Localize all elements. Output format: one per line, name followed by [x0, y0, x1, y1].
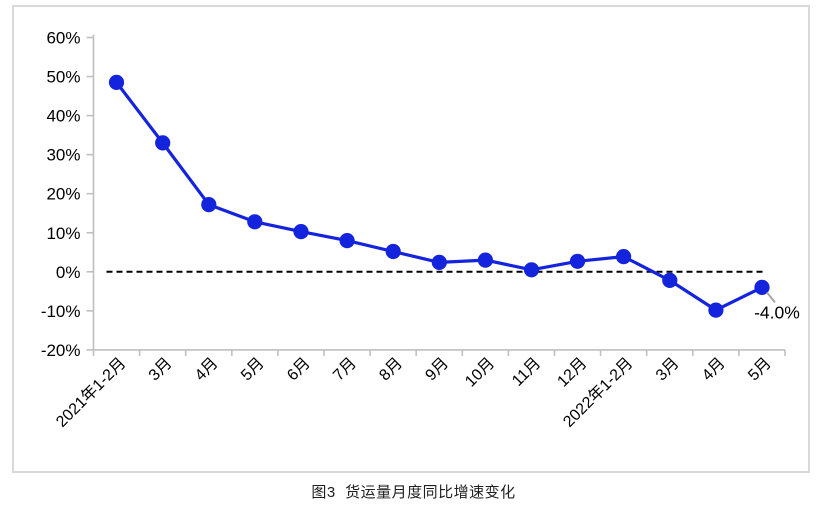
- y-axis-label: 10%: [46, 224, 80, 243]
- x-axis-label: 8月: [376, 355, 406, 385]
- data-point-marker: [385, 243, 401, 260]
- x-axis-label: 7月: [330, 355, 360, 385]
- data-point-marker: [293, 224, 309, 240]
- data-point-marker: [339, 233, 355, 249]
- x-axis-label: 4月: [699, 355, 729, 385]
- x-axis-label: 4月: [192, 355, 222, 385]
- data-point-marker: [616, 249, 632, 265]
- data-label: -4.0%: [754, 302, 800, 322]
- line-chart-svg: 60% 50% 40% 30% 20% 10% 0% -10% -20%2021年1-2月 3月 4…: [41, 29, 800, 431]
- data-point-marker: [201, 197, 217, 213]
- y-axis-label: 60%: [46, 29, 80, 48]
- y-axis-label: 30%: [46, 146, 80, 165]
- data-point-marker: [708, 302, 724, 318]
- figure-caption: 图3 货运量月度同比增速变化: [311, 484, 516, 501]
- x-axis-label: 3月: [146, 355, 176, 385]
- x-axis-label: 5月: [745, 355, 775, 385]
- y-axis-label: -10%: [41, 302, 81, 321]
- x-axis-label: 12月: [554, 355, 590, 391]
- x-axis-label: 10月: [462, 355, 498, 391]
- y-axis-label: -20%: [41, 341, 81, 360]
- data-point-marker: [247, 214, 263, 230]
- x-axis-label: 6月: [284, 355, 314, 385]
- data-label-leader-line: [766, 291, 776, 304]
- x-axis-label: 11月: [509, 355, 544, 390]
- data-point-marker: [108, 74, 125, 90]
- x-axis-label: 2021年1-2月: [52, 354, 129, 431]
- data-point-marker: [477, 252, 493, 268]
- x-axis-label: 5月: [238, 355, 268, 385]
- data-point-marker: [662, 272, 678, 288]
- y-axis-label: 40%: [46, 107, 80, 126]
- y-axis-label: 0%: [56, 263, 81, 282]
- data-point-marker: [754, 279, 770, 295]
- chart-frame: 60% 50% 40% 30% 20% 10% 0% -10% -20% 2021年1-2月 3月 4…: [12, 5, 810, 473]
- x-axis-label: 9月: [422, 355, 452, 385]
- data-point-marker: [523, 262, 540, 278]
- y-axis-label: 20%: [46, 185, 80, 204]
- data-point-marker: [431, 254, 447, 270]
- x-axis-label: 3月: [653, 355, 683, 385]
- data-point-marker: [569, 253, 586, 269]
- data-point-marker: [155, 135, 171, 151]
- y-axis-label: 50%: [46, 68, 80, 87]
